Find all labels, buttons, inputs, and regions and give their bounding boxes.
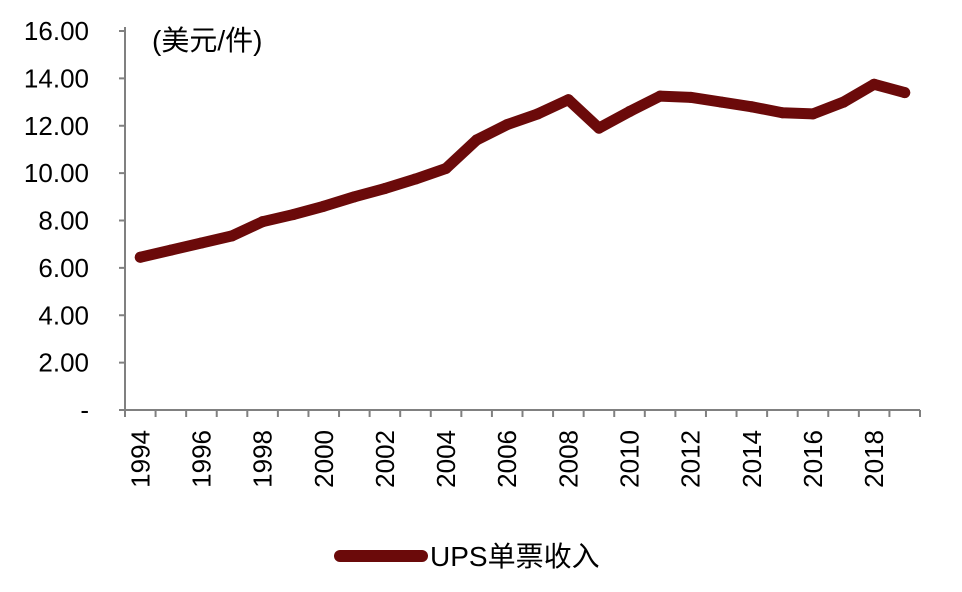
x-tick-label: 2010 xyxy=(615,430,645,488)
y-tick-label: 10.00 xyxy=(24,158,89,188)
y-tick-label: 2.00 xyxy=(38,348,89,378)
x-tick-label: 1998 xyxy=(248,430,278,488)
x-tick-label: 2006 xyxy=(492,430,522,488)
x-tick-label: 2002 xyxy=(370,430,400,488)
series-layer xyxy=(134,78,911,263)
data-point xyxy=(624,106,636,118)
series-line xyxy=(134,78,911,263)
data-point xyxy=(501,119,513,131)
x-axis: 1994 1996 1998 2000 2002 2004 2006 2008 2010 2012… xyxy=(124,409,921,488)
y-tick-label: 4.00 xyxy=(38,300,89,330)
data-point xyxy=(532,108,544,120)
data-point xyxy=(868,78,880,90)
data-point xyxy=(165,244,177,256)
x-tick-label: 1996 xyxy=(186,430,216,488)
data-point xyxy=(195,237,207,249)
data-point xyxy=(899,87,911,99)
data-point xyxy=(471,134,483,146)
data-point xyxy=(257,216,269,228)
x-tick-label: 2000 xyxy=(309,430,339,488)
data-point xyxy=(287,209,299,221)
x-tick-label: 2004 xyxy=(431,430,461,488)
y-tick-label: 6.00 xyxy=(38,253,89,283)
data-point xyxy=(226,230,238,242)
data-point xyxy=(776,107,788,119)
x-tick-label: 2012 xyxy=(676,430,706,488)
x-tick-label: 1994 xyxy=(125,430,155,488)
legend-label: UPS单票收入 xyxy=(430,541,600,572)
data-point xyxy=(807,108,819,120)
x-tick-label: 2016 xyxy=(798,430,828,488)
y-tick-label: - xyxy=(80,395,89,425)
x-tick-label: 2008 xyxy=(553,430,583,488)
data-point xyxy=(746,101,758,113)
y-tick-label: 12.00 xyxy=(24,111,89,141)
data-point xyxy=(838,96,850,108)
data-point xyxy=(685,91,697,103)
data-point xyxy=(562,94,574,106)
y-tick-label: 14.00 xyxy=(24,63,89,93)
data-point xyxy=(134,251,146,263)
data-point xyxy=(593,122,605,134)
data-point xyxy=(654,90,666,102)
unit-label: (美元/件) xyxy=(152,25,262,56)
y-tick-label: 8.00 xyxy=(38,206,89,236)
data-point xyxy=(440,162,452,174)
x-tick-label: 2014 xyxy=(737,430,767,488)
y-axis: - 2.00 4.00 6.00 8.00 10.00 12.00 14.00 16.00 xyxy=(24,16,126,425)
y-tick-label: 16.00 xyxy=(24,16,89,46)
data-point xyxy=(715,96,727,108)
legend: UPS单票收入 xyxy=(334,541,600,572)
data-point xyxy=(318,200,330,212)
x-tick-label: 2018 xyxy=(859,430,889,488)
data-point xyxy=(409,173,421,185)
data-point xyxy=(379,183,391,195)
data-point xyxy=(348,191,360,203)
